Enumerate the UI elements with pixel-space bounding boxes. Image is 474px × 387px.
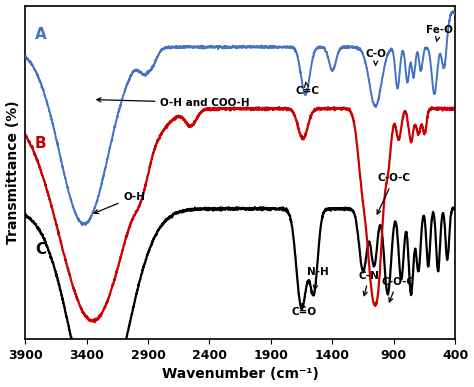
Text: C: C	[35, 242, 46, 257]
Text: N-H: N-H	[307, 267, 328, 289]
Text: A: A	[35, 27, 47, 42]
Y-axis label: Transmittance (%): Transmittance (%)	[6, 101, 19, 244]
Text: Fe-O: Fe-O	[426, 25, 453, 41]
Text: C-O-C: C-O-C	[381, 277, 414, 302]
Text: O-H: O-H	[94, 192, 146, 214]
X-axis label: Wavenumber (cm⁻¹): Wavenumber (cm⁻¹)	[162, 367, 319, 382]
Text: O-H and COO-H: O-H and COO-H	[97, 98, 250, 108]
Text: C-O-C: C-O-C	[377, 173, 410, 214]
Text: B: B	[35, 136, 46, 151]
Text: C=O: C=O	[292, 304, 317, 317]
Text: C=C: C=C	[295, 82, 319, 96]
Text: C-O: C-O	[365, 49, 386, 65]
Text: C-N: C-N	[359, 271, 380, 296]
